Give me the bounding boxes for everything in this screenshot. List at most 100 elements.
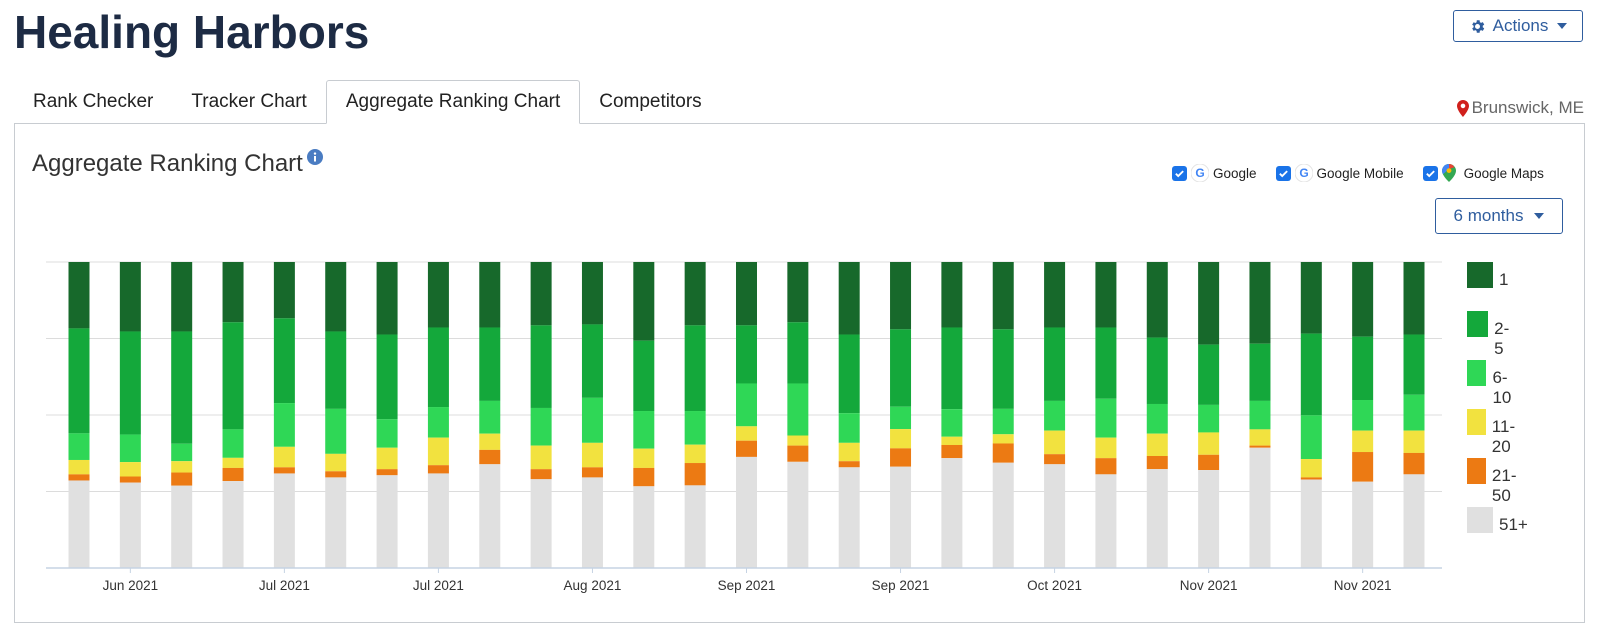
bar-segment[interactable]: [530, 407, 552, 446]
bar-segment[interactable]: [838, 467, 860, 568]
bar-segment[interactable]: [1044, 327, 1066, 401]
bar-segment[interactable]: [941, 436, 963, 445]
bar-segment[interactable]: [376, 475, 398, 568]
bar-segment[interactable]: [325, 331, 347, 409]
bar-segment[interactable]: [1300, 333, 1322, 416]
bar-segment[interactable]: [890, 406, 912, 430]
bar-segment[interactable]: [68, 262, 90, 329]
bar-segment[interactable]: [427, 262, 449, 328]
bar-segment[interactable]: [581, 262, 603, 325]
bar-segment[interactable]: [273, 473, 295, 568]
bar-segment[interactable]: [1300, 479, 1322, 568]
bar-segment[interactable]: [1044, 454, 1066, 465]
bar-segment[interactable]: [222, 457, 244, 468]
bar-segment[interactable]: [1249, 445, 1271, 448]
bar-segment[interactable]: [581, 477, 603, 568]
bar-segment[interactable]: [1352, 262, 1374, 337]
bar-segment[interactable]: [736, 325, 757, 384]
bar-segment[interactable]: [941, 409, 963, 437]
legend-item-rank-2-5[interactable]: 2-5: [1467, 311, 1514, 359]
bar-segment[interactable]: [68, 459, 90, 475]
bar-segment[interactable]: [1300, 477, 1322, 480]
bar-segment[interactable]: [1352, 452, 1374, 482]
bar-segment[interactable]: [427, 327, 449, 408]
bar-segment[interactable]: [787, 461, 809, 568]
bar-segment[interactable]: [941, 327, 963, 410]
bar-segment[interactable]: [1403, 474, 1425, 568]
bar-segment[interactable]: [273, 262, 295, 319]
bar-segment[interactable]: [68, 433, 90, 460]
bar-segment[interactable]: [684, 485, 706, 568]
tab-tracker-chart[interactable]: Tracker Chart: [172, 80, 325, 123]
bar-segment[interactable]: [633, 411, 655, 449]
bar-segment[interactable]: [633, 486, 655, 568]
bar-segment[interactable]: [1198, 470, 1220, 568]
bar-segment[interactable]: [1352, 336, 1374, 400]
bar-segment[interactable]: [119, 262, 141, 332]
bar-segment[interactable]: [530, 262, 552, 326]
bar-segment[interactable]: [1403, 430, 1425, 453]
bar-segment[interactable]: [222, 467, 244, 482]
bar-segment[interactable]: [530, 479, 552, 568]
bar-segment[interactable]: [479, 262, 501, 328]
bar-segment[interactable]: [1198, 262, 1220, 345]
bar-segment[interactable]: [1198, 454, 1220, 471]
bar-segment[interactable]: [171, 472, 193, 486]
bar-segment[interactable]: [1095, 437, 1117, 459]
bar-segment[interactable]: [941, 458, 963, 568]
bar-segment[interactable]: [119, 482, 141, 568]
bar-segment[interactable]: [684, 411, 706, 445]
bar-segment[interactable]: [736, 440, 757, 457]
legend-item-rank-21-50[interactable]: 21-50: [1467, 458, 1524, 506]
bar-segment[interactable]: [479, 449, 501, 465]
bar-segment[interactable]: [222, 262, 244, 323]
bar-segment[interactable]: [890, 466, 912, 568]
bar-segment[interactable]: [1198, 432, 1220, 455]
info-icon[interactable]: [307, 149, 323, 165]
bar-segment[interactable]: [1044, 464, 1066, 568]
bar-segment[interactable]: [581, 442, 603, 468]
bar-segment[interactable]: [992, 434, 1014, 444]
bar-segment[interactable]: [1249, 429, 1271, 446]
bar-segment[interactable]: [325, 408, 347, 454]
bar-segment[interactable]: [736, 426, 757, 441]
bar-segment[interactable]: [992, 443, 1014, 463]
bar-segment[interactable]: [1300, 262, 1322, 334]
bar-segment[interactable]: [427, 465, 449, 474]
source-google-maps[interactable]: Google Maps: [1422, 164, 1544, 182]
bar-segment[interactable]: [1146, 262, 1168, 338]
source-google[interactable]: G Google: [1172, 164, 1257, 182]
bar-segment[interactable]: [222, 481, 244, 568]
bar-segment[interactable]: [787, 262, 809, 323]
bar-segment[interactable]: [1146, 403, 1168, 434]
bar-segment[interactable]: [530, 445, 552, 470]
bar-segment[interactable]: [1095, 262, 1117, 328]
legend-item-rank-51-plus[interactable]: 51+: [1467, 507, 1528, 535]
bar-segment[interactable]: [376, 419, 398, 448]
bar-segment[interactable]: [119, 462, 141, 477]
bar-segment[interactable]: [1403, 262, 1425, 335]
bar-segment[interactable]: [838, 442, 860, 462]
bar-segment[interactable]: [838, 461, 860, 468]
bar-segment[interactable]: [479, 433, 501, 450]
bar-segment[interactable]: [736, 383, 757, 427]
google-checkbox[interactable]: [1172, 165, 1187, 181]
bar-segment[interactable]: [119, 331, 141, 435]
bar-segment[interactable]: [1095, 327, 1117, 399]
bar-segment[interactable]: [1403, 394, 1425, 431]
bar-segment[interactable]: [171, 443, 193, 462]
bar-segment[interactable]: [1146, 456, 1168, 470]
bar-segment[interactable]: [1044, 430, 1066, 455]
google-maps-checkbox[interactable]: [1422, 165, 1438, 181]
source-google-mobile[interactable]: G Google Mobile: [1275, 164, 1404, 182]
bar-segment[interactable]: [633, 467, 655, 487]
bar-segment[interactable]: [941, 262, 963, 328]
bar-segment[interactable]: [479, 327, 501, 401]
legend-item-rank-6-10[interactable]: 6-10: [1467, 360, 1518, 408]
bar-segment[interactable]: [1146, 469, 1168, 568]
bar-segment[interactable]: [684, 262, 706, 326]
bar-segment[interactable]: [1249, 400, 1271, 430]
bar-segment[interactable]: [530, 469, 552, 480]
bar-segment[interactable]: [1095, 474, 1117, 568]
bar-segment[interactable]: [684, 325, 706, 412]
